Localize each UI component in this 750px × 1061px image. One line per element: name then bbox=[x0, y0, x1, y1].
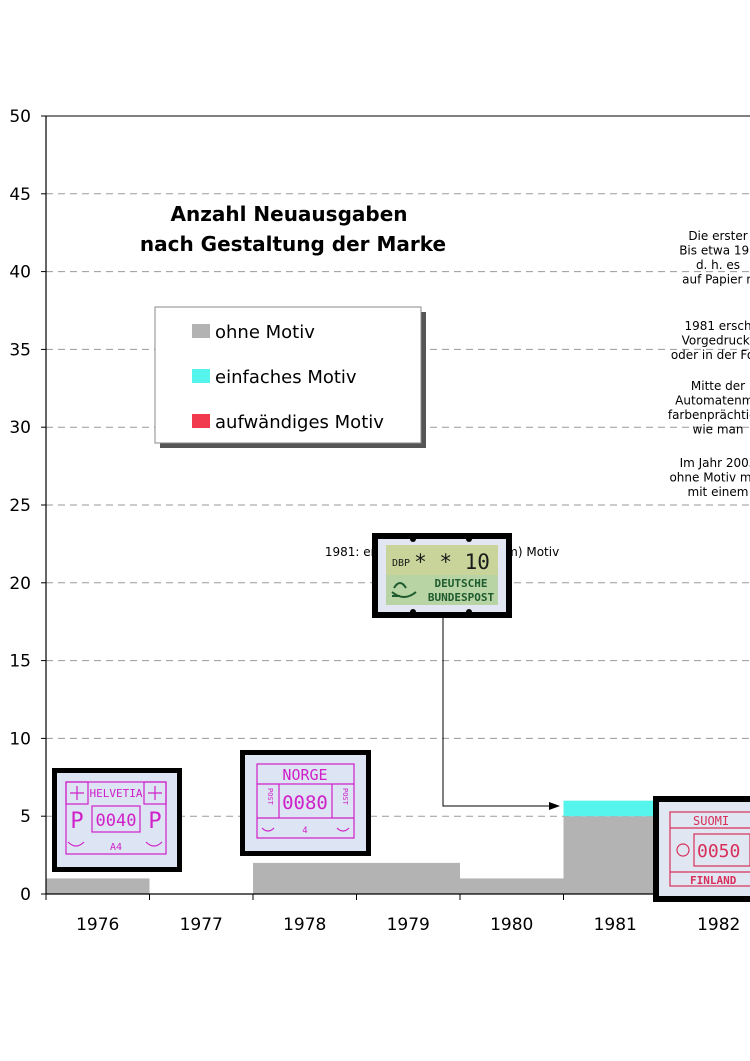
y-tick-label: 35 bbox=[9, 340, 31, 360]
x-tick-label: 1977 bbox=[180, 915, 223, 935]
x-tick-label: 1980 bbox=[490, 915, 533, 935]
side-text-line: Vorgedruckt bbox=[682, 334, 750, 348]
bar-1976-ohne-motiv bbox=[46, 878, 150, 894]
y-tick-label: 25 bbox=[9, 496, 31, 516]
y-tick-label: 30 bbox=[9, 418, 31, 438]
side-text-line: Die erster bbox=[688, 229, 747, 243]
y-tick-label: 20 bbox=[9, 574, 31, 594]
chart-title-line-1: Anzahl Neuausgaben bbox=[170, 202, 407, 226]
legend-label-einfaches-motiv: einfaches Motiv bbox=[215, 367, 357, 388]
side-text-line: auf Papier n bbox=[682, 273, 750, 287]
side-text-line: farbenprächtig u bbox=[668, 408, 750, 422]
bar-1981-ohne-motiv bbox=[563, 816, 667, 894]
axes bbox=[45, 116, 750, 895]
stamp-suomi: SUOMI 0050 FINLAND bbox=[653, 796, 750, 902]
stamp-norge: NORGE 0080 4 POST POST bbox=[240, 750, 371, 856]
x-tick-label: 1978 bbox=[283, 915, 326, 935]
side-text-line: mit einem bbox=[688, 485, 749, 499]
stamp-norge-side-left: POST bbox=[266, 788, 274, 806]
y-tick-label: 45 bbox=[9, 185, 31, 205]
stamp-dbp-value: * * 10 bbox=[414, 550, 490, 574]
y-tick-labels: 0 5 10 15 20 25 30 35 40 45 50 bbox=[9, 107, 31, 905]
x-tick-label: 1979 bbox=[387, 915, 430, 935]
stamp-helvetia-code: A4 bbox=[110, 842, 122, 853]
stamp-helvetia-value: 0040 bbox=[96, 811, 137, 831]
side-text-line: Automatenma bbox=[675, 394, 750, 408]
x-tick-label: 1981 bbox=[594, 915, 637, 935]
stamp-suomi-top: SUOMI bbox=[693, 814, 729, 828]
annotation-arrow-head bbox=[549, 802, 560, 810]
side-text-line: 1981 ersch bbox=[684, 319, 750, 333]
x-tick-labels: 1976 1977 1978 1979 1980 1981 1982 bbox=[45, 894, 740, 935]
stamp-helvetia-country: HELVETIA bbox=[90, 787, 143, 800]
bar-1978-ohne-motiv bbox=[253, 862, 357, 894]
stamp-helvetia-letter-right: P bbox=[148, 809, 161, 834]
stamp-dbp-prefix: DBP bbox=[392, 558, 410, 569]
side-text-line: wie man bbox=[693, 423, 744, 437]
side-text-line: ohne Motiv meh bbox=[669, 471, 750, 485]
side-text-line: Mitte der bbox=[691, 379, 745, 393]
legend: ohne Motiv einfaches Motiv aufwändiges M… bbox=[154, 306, 426, 448]
y-tick-label: 15 bbox=[9, 652, 31, 672]
y-tick-label: 50 bbox=[9, 107, 31, 127]
y-tick-label: 5 bbox=[20, 807, 31, 827]
stamp-dbp-line2: BUNDESPOST bbox=[428, 591, 495, 604]
bar-1980-ohne-motiv bbox=[460, 878, 564, 894]
side-text-line: Im Jahr 2003 bbox=[680, 456, 750, 470]
x-tick-label: 1976 bbox=[76, 915, 119, 935]
y-tick-label: 0 bbox=[20, 885, 31, 905]
annotation-arrow-line bbox=[442, 618, 552, 807]
stamp-dbp: DBP * * 10 DEUTSCHE BUNDESPOST bbox=[372, 533, 512, 618]
bar-1979-ohne-motiv bbox=[356, 862, 460, 894]
stamp-norge-value: 0080 bbox=[282, 792, 328, 814]
legend-swatch-ohne-motiv bbox=[192, 324, 210, 338]
stamp-dbp-line1: DEUTSCHE bbox=[435, 577, 488, 590]
stamp-helvetia-letter-left: P bbox=[70, 809, 83, 834]
legend-label-ohne-motiv: ohne Motiv bbox=[215, 322, 315, 343]
bar-1981-einfaches-motiv bbox=[563, 800, 667, 817]
side-text-line: d. h. es bbox=[696, 258, 740, 272]
side-text-line: oder in der Folg bbox=[671, 348, 750, 362]
legend-swatch-einfaches-motiv bbox=[192, 369, 210, 383]
y-tick-label: 40 bbox=[9, 263, 31, 283]
stamp-suomi-value: 0050 bbox=[697, 841, 740, 862]
x-tick-label: 1982 bbox=[697, 915, 740, 935]
stamp-suomi-bottom: FINLAND bbox=[690, 874, 737, 887]
legend-swatch-aufwaendiges-motiv bbox=[192, 414, 210, 428]
y-tick-label: 10 bbox=[9, 729, 31, 749]
stamp-norge-code: 4 bbox=[302, 826, 307, 836]
stamp-norge-country: NORGE bbox=[282, 766, 327, 784]
stamp-helvetia: HELVETIA P P 0040 A4 bbox=[52, 768, 182, 872]
legend-label-aufwaendiges-motiv: aufwändiges Motiv bbox=[215, 412, 384, 433]
chart-title-line-2: nach Gestaltung der Marke bbox=[140, 232, 446, 256]
side-text-line: Bis etwa 199 bbox=[679, 244, 750, 258]
stamp-norge-side-right: POST bbox=[341, 788, 349, 806]
